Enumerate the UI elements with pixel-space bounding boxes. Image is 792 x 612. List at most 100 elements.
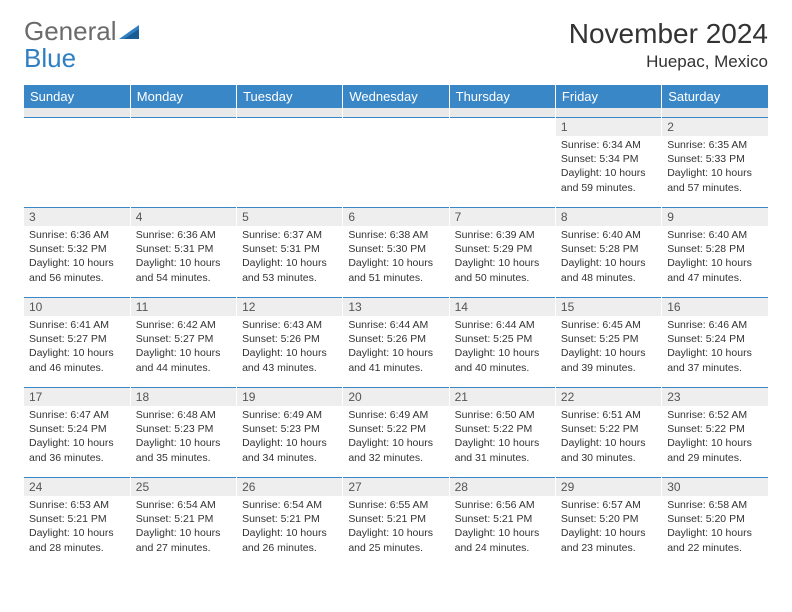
empty-day-cell bbox=[343, 118, 449, 208]
day-cell: 19Sunrise: 6:49 AMSunset: 5:23 PMDayligh… bbox=[237, 388, 343, 478]
day-details: Sunrise: 6:40 AMSunset: 5:28 PMDaylight:… bbox=[662, 226, 768, 289]
weekday-header: Wednesday bbox=[343, 85, 449, 108]
day-details: Sunrise: 6:54 AMSunset: 5:21 PMDaylight:… bbox=[237, 496, 342, 559]
day-details: Sunrise: 6:49 AMSunset: 5:22 PMDaylight:… bbox=[343, 406, 448, 469]
day-cell: 15Sunrise: 6:45 AMSunset: 5:25 PMDayligh… bbox=[555, 298, 661, 388]
day-number: 26 bbox=[237, 478, 342, 496]
day-details: Sunrise: 6:52 AMSunset: 5:22 PMDaylight:… bbox=[662, 406, 768, 469]
empty-day-cell bbox=[449, 118, 555, 208]
weekday-subrow-cell bbox=[449, 108, 555, 118]
day-details: Sunrise: 6:54 AMSunset: 5:21 PMDaylight:… bbox=[131, 496, 236, 559]
day-number: 20 bbox=[343, 388, 448, 406]
day-details: Sunrise: 6:51 AMSunset: 5:22 PMDaylight:… bbox=[556, 406, 661, 469]
day-number: 2 bbox=[662, 118, 768, 136]
weekday-header: Thursday bbox=[449, 85, 555, 108]
day-number: 15 bbox=[556, 298, 661, 316]
calendar-body: 1Sunrise: 6:34 AMSunset: 5:34 PMDaylight… bbox=[24, 118, 768, 568]
weekday-subrow-cell bbox=[555, 108, 661, 118]
header: GeneralBlue November 2024 Huepac, Mexico bbox=[24, 18, 768, 73]
weekday-subrow-cell bbox=[237, 108, 343, 118]
weekday-header: Sunday bbox=[24, 85, 130, 108]
empty-day-cell bbox=[24, 118, 130, 208]
day-number: 19 bbox=[237, 388, 342, 406]
weekday-header: Saturday bbox=[662, 85, 768, 108]
weekday-subrow-cell bbox=[343, 108, 449, 118]
day-number: 25 bbox=[131, 478, 236, 496]
day-details: Sunrise: 6:56 AMSunset: 5:21 PMDaylight:… bbox=[450, 496, 555, 559]
day-details: Sunrise: 6:41 AMSunset: 5:27 PMDaylight:… bbox=[24, 316, 130, 379]
day-cell: 10Sunrise: 6:41 AMSunset: 5:27 PMDayligh… bbox=[24, 298, 130, 388]
calendar-week-row: 3Sunrise: 6:36 AMSunset: 5:32 PMDaylight… bbox=[24, 208, 768, 298]
brand-logo: GeneralBlue bbox=[24, 18, 145, 73]
day-cell: 16Sunrise: 6:46 AMSunset: 5:24 PMDayligh… bbox=[662, 298, 768, 388]
day-number: 27 bbox=[343, 478, 448, 496]
weekday-header: Monday bbox=[130, 85, 236, 108]
day-details: Sunrise: 6:48 AMSunset: 5:23 PMDaylight:… bbox=[131, 406, 236, 469]
day-number: 13 bbox=[343, 298, 448, 316]
day-details: Sunrise: 6:55 AMSunset: 5:21 PMDaylight:… bbox=[343, 496, 448, 559]
day-details: Sunrise: 6:49 AMSunset: 5:23 PMDaylight:… bbox=[237, 406, 342, 469]
day-cell: 18Sunrise: 6:48 AMSunset: 5:23 PMDayligh… bbox=[130, 388, 236, 478]
day-cell: 5Sunrise: 6:37 AMSunset: 5:31 PMDaylight… bbox=[237, 208, 343, 298]
day-number: 23 bbox=[662, 388, 768, 406]
weekday-header: Tuesday bbox=[237, 85, 343, 108]
day-number: 1 bbox=[556, 118, 661, 136]
brand-part1: General bbox=[24, 16, 117, 46]
day-cell: 20Sunrise: 6:49 AMSunset: 5:22 PMDayligh… bbox=[343, 388, 449, 478]
calendar-week-row: 17Sunrise: 6:47 AMSunset: 5:24 PMDayligh… bbox=[24, 388, 768, 478]
day-number: 10 bbox=[24, 298, 130, 316]
empty-day-cell bbox=[130, 118, 236, 208]
day-cell: 8Sunrise: 6:40 AMSunset: 5:28 PMDaylight… bbox=[555, 208, 661, 298]
calendar-page: GeneralBlue November 2024 Huepac, Mexico… bbox=[0, 0, 792, 578]
day-cell: 4Sunrise: 6:36 AMSunset: 5:31 PMDaylight… bbox=[130, 208, 236, 298]
day-cell: 28Sunrise: 6:56 AMSunset: 5:21 PMDayligh… bbox=[449, 478, 555, 568]
day-number: 6 bbox=[343, 208, 448, 226]
day-cell: 30Sunrise: 6:58 AMSunset: 5:20 PMDayligh… bbox=[662, 478, 768, 568]
calendar-week-row: 10Sunrise: 6:41 AMSunset: 5:27 PMDayligh… bbox=[24, 298, 768, 388]
day-details: Sunrise: 6:35 AMSunset: 5:33 PMDaylight:… bbox=[662, 136, 768, 199]
day-cell: 3Sunrise: 6:36 AMSunset: 5:32 PMDaylight… bbox=[24, 208, 130, 298]
calendar-week-row: 1Sunrise: 6:34 AMSunset: 5:34 PMDaylight… bbox=[24, 118, 768, 208]
calendar-week-row: 24Sunrise: 6:53 AMSunset: 5:21 PMDayligh… bbox=[24, 478, 768, 568]
weekday-subrow-cell bbox=[24, 108, 130, 118]
day-cell: 9Sunrise: 6:40 AMSunset: 5:28 PMDaylight… bbox=[662, 208, 768, 298]
location-label: Huepac, Mexico bbox=[569, 52, 768, 72]
day-number: 8 bbox=[556, 208, 661, 226]
day-cell: 24Sunrise: 6:53 AMSunset: 5:21 PMDayligh… bbox=[24, 478, 130, 568]
day-details: Sunrise: 6:39 AMSunset: 5:29 PMDaylight:… bbox=[450, 226, 555, 289]
day-cell: 26Sunrise: 6:54 AMSunset: 5:21 PMDayligh… bbox=[237, 478, 343, 568]
day-cell: 23Sunrise: 6:52 AMSunset: 5:22 PMDayligh… bbox=[662, 388, 768, 478]
day-number: 24 bbox=[24, 478, 130, 496]
day-cell: 11Sunrise: 6:42 AMSunset: 5:27 PMDayligh… bbox=[130, 298, 236, 388]
day-details: Sunrise: 6:45 AMSunset: 5:25 PMDaylight:… bbox=[556, 316, 661, 379]
day-number: 12 bbox=[237, 298, 342, 316]
day-details: Sunrise: 6:43 AMSunset: 5:26 PMDaylight:… bbox=[237, 316, 342, 379]
day-details: Sunrise: 6:36 AMSunset: 5:31 PMDaylight:… bbox=[131, 226, 236, 289]
day-details: Sunrise: 6:58 AMSunset: 5:20 PMDaylight:… bbox=[662, 496, 768, 559]
month-title: November 2024 bbox=[569, 18, 768, 50]
day-details: Sunrise: 6:53 AMSunset: 5:21 PMDaylight:… bbox=[24, 496, 130, 559]
day-details: Sunrise: 6:50 AMSunset: 5:22 PMDaylight:… bbox=[450, 406, 555, 469]
day-cell: 1Sunrise: 6:34 AMSunset: 5:34 PMDaylight… bbox=[555, 118, 661, 208]
day-details: Sunrise: 6:42 AMSunset: 5:27 PMDaylight:… bbox=[131, 316, 236, 379]
day-details: Sunrise: 6:40 AMSunset: 5:28 PMDaylight:… bbox=[556, 226, 661, 289]
day-details: Sunrise: 6:46 AMSunset: 5:24 PMDaylight:… bbox=[662, 316, 768, 379]
day-number: 3 bbox=[24, 208, 130, 226]
calendar-table: SundayMondayTuesdayWednesdayThursdayFrid… bbox=[24, 85, 768, 568]
day-details: Sunrise: 6:57 AMSunset: 5:20 PMDaylight:… bbox=[556, 496, 661, 559]
day-number: 28 bbox=[450, 478, 555, 496]
day-cell: 13Sunrise: 6:44 AMSunset: 5:26 PMDayligh… bbox=[343, 298, 449, 388]
empty-day-cell bbox=[237, 118, 343, 208]
day-details: Sunrise: 6:37 AMSunset: 5:31 PMDaylight:… bbox=[237, 226, 342, 289]
day-number: 4 bbox=[131, 208, 236, 226]
day-number: 7 bbox=[450, 208, 555, 226]
day-number: 5 bbox=[237, 208, 342, 226]
calendar-head: SundayMondayTuesdayWednesdayThursdayFrid… bbox=[24, 85, 768, 118]
day-details: Sunrise: 6:47 AMSunset: 5:24 PMDaylight:… bbox=[24, 406, 130, 469]
day-number: 16 bbox=[662, 298, 768, 316]
day-details: Sunrise: 6:44 AMSunset: 5:25 PMDaylight:… bbox=[450, 316, 555, 379]
day-details: Sunrise: 6:34 AMSunset: 5:34 PMDaylight:… bbox=[556, 136, 661, 199]
day-number: 18 bbox=[131, 388, 236, 406]
day-number: 30 bbox=[662, 478, 768, 496]
day-cell: 7Sunrise: 6:39 AMSunset: 5:29 PMDaylight… bbox=[449, 208, 555, 298]
